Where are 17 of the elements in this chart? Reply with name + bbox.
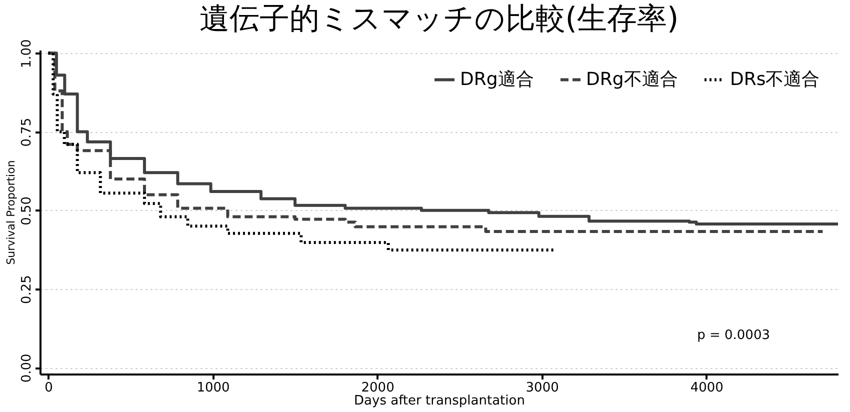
y-axis-title: Survival Proportion bbox=[4, 160, 18, 265]
y-tick-label: 1.00 bbox=[20, 39, 34, 68]
legend-label: DRs不適合 bbox=[730, 68, 820, 90]
legend-label: DRg不適合 bbox=[586, 68, 678, 90]
y-tick-label: 0.25 bbox=[20, 275, 34, 304]
x-tick-label: 2000 bbox=[361, 380, 394, 396]
y-tick-label: 0.75 bbox=[20, 118, 34, 147]
y-tick-label: 0.00 bbox=[20, 354, 34, 383]
x-tick-label: 0 bbox=[44, 380, 53, 396]
y-tick-label: 0.50 bbox=[20, 196, 34, 226]
x-tick-label: 4000 bbox=[690, 380, 724, 396]
annotation: p = 0.0003 bbox=[697, 328, 770, 343]
x-tick-label: 1000 bbox=[196, 380, 230, 396]
legend-label: DRg適合 bbox=[460, 68, 534, 90]
chart-title: 遺伝子的ミスマッチの比較(生存率) bbox=[199, 2, 679, 37]
x-axis-title: Days after transplantation bbox=[354, 394, 525, 408]
x-tick-label: 3000 bbox=[526, 380, 559, 396]
